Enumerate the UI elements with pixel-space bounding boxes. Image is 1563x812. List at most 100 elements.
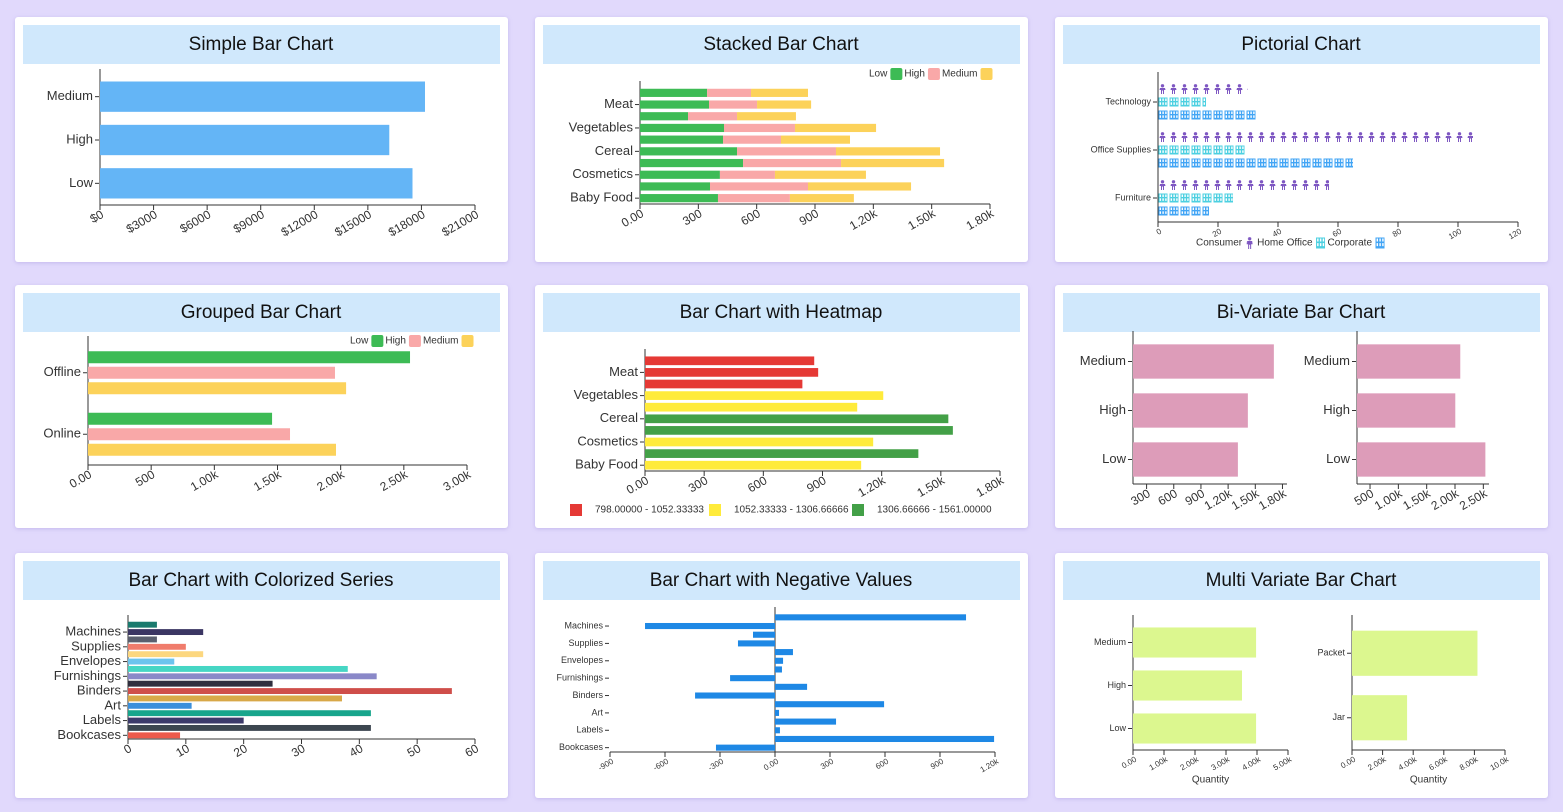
legend-swatch [709,504,721,516]
bar-segment [640,123,724,133]
legend-swatch [852,504,864,516]
legend-swatch [570,504,582,516]
bar [1352,630,1478,676]
bar [1357,344,1461,379]
bar [128,717,244,724]
legend-swatch [461,335,474,347]
chart-title: Bar Chart with Negative Values [650,570,913,591]
y-tick-label: Envelopes [561,655,604,665]
bar [645,402,858,412]
bar-segment [640,100,710,109]
bar [1357,442,1486,477]
legend-label: 798.00000 - 1052.33333 [595,505,704,516]
bar-segment [836,147,941,156]
bar-segment [780,135,850,144]
bar-segment [808,182,912,191]
legend-label: Medium [942,69,978,80]
pictorial-bar [1158,145,1245,155]
legend-label: Consumer [1196,238,1243,249]
card-header [1063,25,1540,64]
bar-segment [841,158,945,168]
y-tick-label: Labels [83,712,122,727]
bar [645,391,884,400]
y-tick-label: Binders [572,690,603,700]
bar-segment [640,158,744,168]
bar [128,732,181,739]
pictorial-bar [1158,206,1209,216]
bar [128,702,192,709]
y-tick-label: Vegetables [569,119,634,134]
bar [645,437,874,447]
bar-segment [737,112,796,121]
y-tick-label: Binders [77,683,122,698]
bar [645,449,919,458]
legend-swatch [408,335,421,347]
bar-segment [640,194,718,203]
y-tick-label: Low [1109,723,1126,733]
y-tick-label: Machines [65,624,121,639]
bar [775,727,780,734]
bar [645,414,949,424]
bar [128,629,204,636]
x-tick-label: $0 [88,207,107,226]
pictorial-bar [1158,193,1233,203]
bar [1133,393,1248,428]
y-tick-label: Offline [44,364,81,379]
legend-swatch [890,68,903,80]
bar [730,675,775,682]
y-tick-label: Cosmetics [577,433,638,448]
bar-segment [757,100,812,109]
chart-title: Bi-Variate Bar Chart [1217,302,1386,323]
x-tick-label: 50 [405,741,424,760]
bar [88,351,411,364]
pictorial-bar [1158,180,1329,190]
y-tick-label: Bookcases [559,742,604,752]
bar-segment [640,182,710,191]
bar-segment [640,170,720,179]
y-tick-label: Envelopes [60,653,121,668]
legend-label: Corporate [1328,238,1373,249]
y-tick-label: High [1323,402,1350,417]
y-tick-label: Technology [1105,96,1151,106]
bar [645,426,953,435]
y-tick-label: Cosmetics [572,166,633,181]
bar [645,460,862,470]
y-tick-label: Low [1326,451,1350,466]
y-tick-label: Labels [576,725,603,735]
bar [128,724,371,731]
bar [695,692,775,699]
x-tick-label: 0 [1155,226,1164,236]
card-header [543,293,1020,332]
bar [88,366,335,379]
bar [645,622,775,630]
x-tick-label: 10 [173,741,192,760]
bar-segment [719,170,775,179]
bar [128,658,175,665]
legend-label: High [904,69,925,80]
bar-segment [789,194,854,203]
bar [1133,627,1257,658]
chart-title: Pictorial Chart [1241,34,1361,55]
bar [645,379,803,389]
y-tick-label: Low [69,175,93,190]
bar [1133,713,1257,744]
pictorial-bar [1158,158,1353,168]
bar [1133,442,1238,477]
bar [128,680,273,687]
y-tick-label: High [1099,402,1126,417]
bar-segment [640,147,738,156]
y-tick-label: Cereal [595,143,633,158]
legend-swatch [371,335,384,347]
pictorial-bar [1158,110,1257,120]
y-tick-label: Low [1102,451,1126,466]
y-tick-label: Supplies [568,638,603,648]
legend-icon [1375,237,1385,249]
bar [128,651,204,658]
bar [100,124,390,156]
bar [128,643,186,650]
chart-title: Multi Variate Bar Chart [1206,570,1397,591]
y-tick-label: Medium [1080,353,1126,368]
bar [775,735,995,743]
